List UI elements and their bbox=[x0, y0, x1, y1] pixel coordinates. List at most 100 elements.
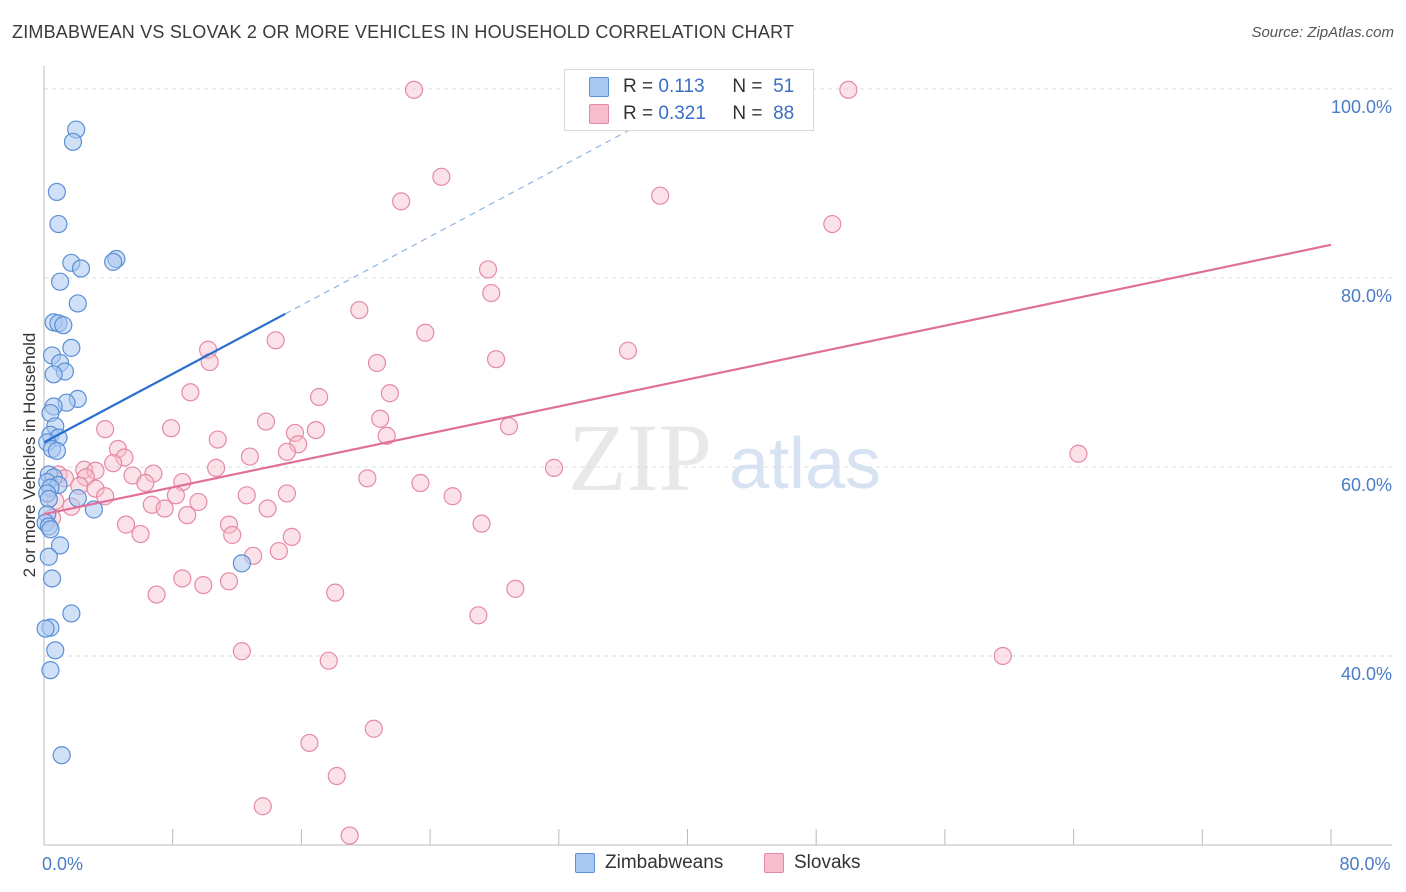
watermark-zip: ZIP bbox=[568, 404, 712, 511]
zimbabwean-point bbox=[41, 661, 60, 680]
zimbabwean-point bbox=[68, 294, 87, 313]
trend-lines bbox=[43, 124, 1332, 516]
slovak-point bbox=[416, 323, 435, 342]
slovak-point bbox=[367, 353, 387, 373]
correlation-legend: R = 0.113 N = 51 R = 0.321 N = 88 bbox=[564, 69, 814, 131]
n-label: N = bbox=[732, 103, 763, 124]
chart-title: ZIMBABWEAN VS SLOVAK 2 OR MORE VEHICLES … bbox=[12, 22, 795, 42]
slovak-points bbox=[42, 80, 1088, 845]
zimbabwean-point bbox=[41, 520, 60, 539]
slovak-swatch bbox=[589, 104, 609, 124]
slovak-point bbox=[469, 606, 488, 625]
slovak-point bbox=[839, 80, 858, 99]
slovaks-label: Slovaks bbox=[794, 852, 861, 873]
slovak-point bbox=[432, 167, 451, 186]
slovak-point bbox=[208, 430, 227, 449]
slovak-point bbox=[189, 492, 208, 512]
zimbabweans-label: Zimbabweans bbox=[605, 852, 724, 873]
slovak-point bbox=[207, 458, 226, 477]
slovak-point bbox=[326, 583, 345, 602]
slovak-point bbox=[1069, 444, 1088, 463]
slovak-point bbox=[219, 572, 239, 591]
r-label: R = bbox=[623, 76, 654, 97]
slovak-point bbox=[486, 350, 506, 369]
slovak-point bbox=[256, 412, 276, 431]
slovak-point bbox=[115, 448, 134, 467]
slovak-point bbox=[404, 80, 424, 99]
y-tick-label: 60.0% bbox=[1341, 475, 1392, 495]
r-label: R = bbox=[623, 103, 654, 124]
slovak-point bbox=[300, 733, 319, 753]
slovak-point bbox=[269, 541, 288, 561]
zimbabwean-point bbox=[47, 182, 66, 202]
slovak-point bbox=[232, 642, 251, 661]
slovaks-swatch bbox=[764, 853, 784, 873]
slovak-point bbox=[309, 387, 329, 407]
slovak-point bbox=[258, 499, 277, 518]
zimbabwean-point bbox=[42, 569, 62, 588]
slovak-point bbox=[277, 442, 297, 461]
zimbabwean-point bbox=[54, 316, 73, 335]
slovak-point bbox=[618, 341, 638, 360]
zimbabwean-trend-line bbox=[43, 312, 286, 444]
slovak-point bbox=[478, 260, 498, 279]
y-axis-title: 2 or more Vehicles in Household bbox=[20, 332, 39, 578]
slovak-point bbox=[443, 487, 462, 506]
slovak-point bbox=[506, 579, 525, 598]
zimbabwean-point bbox=[49, 214, 68, 234]
zimbabwean-trend-extension bbox=[285, 124, 640, 315]
zimbabwean-point bbox=[44, 365, 63, 384]
slovak-point bbox=[371, 409, 390, 428]
zimbabwean-point bbox=[71, 259, 91, 278]
slovak-point bbox=[319, 651, 338, 670]
y-tick-label: 80.0% bbox=[1341, 286, 1392, 306]
slovak-point bbox=[392, 192, 411, 211]
legend-row-slovak: R = 0.321 N = 88 bbox=[589, 103, 794, 125]
slovak-point bbox=[340, 826, 359, 845]
y-tick-label: 100.0% bbox=[1331, 97, 1392, 117]
zimbabwean-point bbox=[39, 547, 58, 566]
slovak-n-value: 88 bbox=[773, 103, 795, 124]
slovak-point bbox=[181, 383, 200, 402]
slovak-point bbox=[219, 515, 239, 534]
slovak-point bbox=[651, 186, 670, 205]
zimbabwean-point bbox=[50, 536, 70, 555]
slovak-point bbox=[96, 420, 115, 439]
slovak-point bbox=[411, 473, 430, 493]
slovak-point bbox=[482, 283, 501, 303]
zimbabwean-r-value: 0.113 bbox=[658, 76, 705, 97]
zimbabwean-point bbox=[104, 252, 123, 271]
slovak-point bbox=[136, 473, 155, 493]
zimbabwean-point bbox=[68, 489, 87, 508]
legend-item-zimbabweans[interactable]: Zimbabweans bbox=[575, 852, 723, 874]
slovak-point bbox=[380, 384, 399, 403]
zimbabwean-point bbox=[62, 604, 81, 623]
slovak-point bbox=[104, 454, 123, 473]
slovak-point bbox=[240, 447, 260, 466]
zimbabwean-point bbox=[62, 338, 81, 357]
tick-labels: 40.0% 60.0% 80.0% 100.0% 0.0% 80.0% bbox=[42, 97, 1392, 874]
slovak-point bbox=[86, 479, 105, 498]
legend-item-slovaks[interactable]: Slovaks bbox=[764, 852, 861, 874]
slovak-point bbox=[131, 524, 150, 544]
slovak-point bbox=[161, 419, 181, 438]
slovak-point bbox=[327, 766, 346, 786]
slovak-point bbox=[350, 300, 369, 320]
slovak-point bbox=[173, 569, 192, 588]
zimbabwean-n-value: 51 bbox=[773, 76, 795, 97]
slovak-trend-line bbox=[43, 243, 1332, 516]
slovak-point bbox=[823, 214, 842, 234]
zimbabwean-point bbox=[36, 619, 55, 638]
zimbabwean-point bbox=[63, 132, 83, 151]
zimbabwean-point bbox=[52, 746, 71, 765]
slovak-point bbox=[86, 461, 105, 480]
slovak-point bbox=[178, 506, 197, 525]
slovak-point bbox=[147, 585, 166, 604]
zimbabwean-point bbox=[47, 441, 66, 460]
zimbabwean-point bbox=[232, 554, 251, 573]
axes bbox=[43, 66, 1392, 846]
x-tick-label: 0.0% bbox=[42, 854, 83, 874]
slovak-point bbox=[358, 469, 377, 488]
slovak-point bbox=[306, 420, 325, 440]
slovak-point bbox=[116, 515, 136, 534]
